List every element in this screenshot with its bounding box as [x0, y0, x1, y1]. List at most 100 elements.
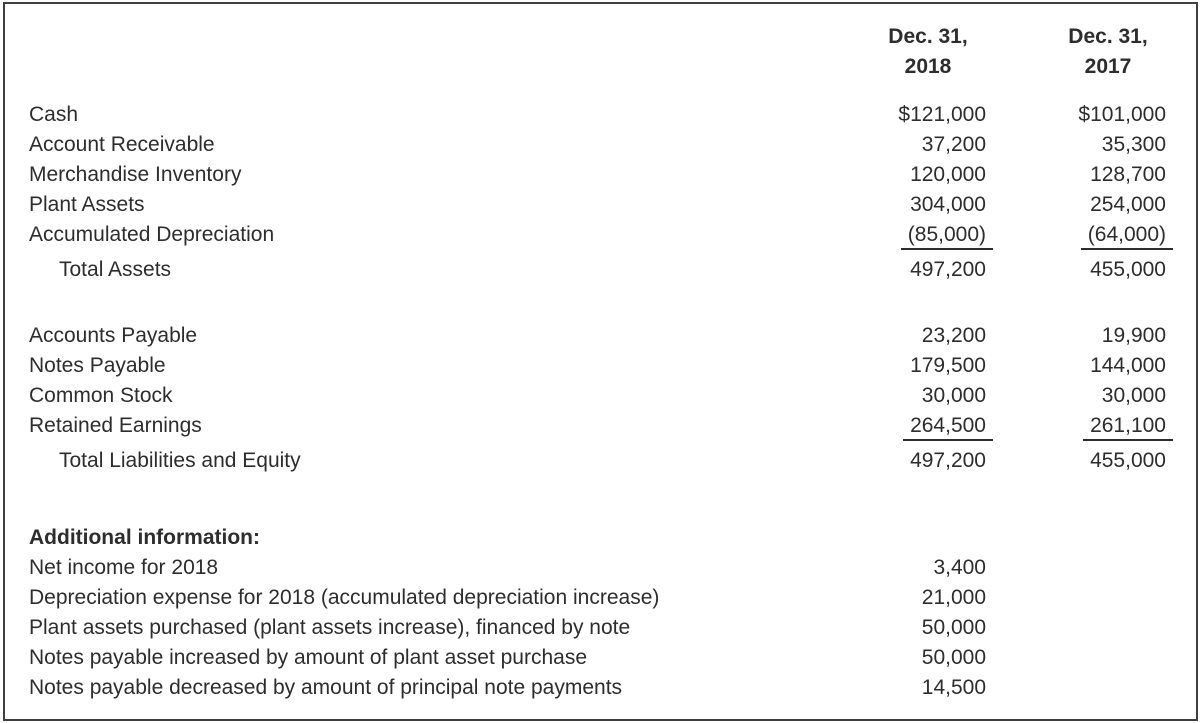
- value-2017-text: 455,000: [1090, 449, 1166, 472]
- value-2017-text: 455,000: [1090, 258, 1166, 281]
- value-2017-text: 19,900: [1101, 324, 1166, 347]
- value-2017-text: 261,100: [1083, 412, 1173, 441]
- value-2018-text: 264,500: [903, 412, 993, 441]
- info-value: 50,000: [863, 643, 993, 673]
- value-2018: (85,000): [863, 220, 993, 250]
- value-2018: 304,000: [863, 190, 993, 220]
- row-label: Total Liabilities and Equity: [59, 449, 301, 472]
- info-row-plant-assets-purchased: Plant assets purchased (plant assets inc…: [5, 613, 1196, 643]
- info-value: 21,000: [863, 583, 993, 613]
- info-value-text: 14,500: [921, 676, 986, 699]
- value-2018-text: 23,200: [921, 324, 986, 347]
- value-2018-text: (85,000): [900, 221, 993, 250]
- info-row-net-income: Net income for 2018 3,400: [5, 553, 1196, 583]
- table-row-merchandise-inventory: Merchandise Inventory 120,000 128,700: [5, 160, 1196, 190]
- column-header-2017-line1: Dec. 31,: [1068, 25, 1148, 48]
- value-2018-text: 497,200: [910, 258, 986, 281]
- value-2017: 35,300: [1043, 130, 1173, 160]
- value-2018: 264,500: [863, 411, 993, 441]
- table-row-cash: Cash $121,000 $101,000: [5, 100, 1196, 130]
- value-2018-text: 120,000: [910, 163, 986, 186]
- row-label: Retained Earnings: [29, 414, 202, 437]
- info-value: 14,500: [863, 673, 993, 703]
- value-2018-text: 37,200: [921, 133, 986, 156]
- value-2017: $101,000: [1043, 100, 1173, 130]
- value-2017-text: $101,000: [1078, 103, 1166, 126]
- value-2018-text: $121,000: [898, 103, 986, 126]
- spacer: [5, 285, 1196, 321]
- value-2017: 261,100: [1043, 411, 1173, 441]
- value-2018: 497,200: [863, 255, 993, 285]
- value-2018-text: 179,500: [910, 354, 986, 377]
- value-2017: 128,700: [1043, 160, 1173, 190]
- table-row-notes-payable: Notes Payable 179,500 144,000: [5, 351, 1196, 381]
- row-label: Notes payable increased by amount of pla…: [29, 646, 588, 669]
- info-row-notes-payable-increased: Notes payable increased by amount of pla…: [5, 643, 1196, 673]
- row-label: Total Assets: [59, 258, 172, 281]
- row-label: Common Stock: [29, 384, 173, 407]
- column-header-2018: Dec. 31, 2018: [863, 22, 993, 82]
- value-2018: 37,200: [863, 130, 993, 160]
- table-row-accumulated-depreciation: Accumulated Depreciation (85,000) (64,00…: [5, 220, 1196, 250]
- value-2018: 30,000: [863, 381, 993, 411]
- info-row-notes-payable-decreased: Notes payable decreased by amount of pri…: [5, 673, 1196, 703]
- table-row-accounts-payable: Accounts Payable 23,200 19,900: [5, 321, 1196, 351]
- info-value-text: 21,000: [921, 586, 986, 609]
- additional-info-heading-row: Additional information:: [5, 523, 1196, 553]
- value-2018: 179,500: [863, 351, 993, 381]
- info-value: 3,400: [863, 553, 993, 583]
- value-2017: 254,000: [1043, 190, 1173, 220]
- row-label: Plant Assets: [29, 193, 145, 216]
- value-2017: 144,000: [1043, 351, 1173, 381]
- spacer: [5, 82, 1196, 100]
- value-2017-text: 35,300: [1101, 133, 1166, 156]
- value-2018-text: 497,200: [910, 449, 986, 472]
- value-2018: $121,000: [863, 100, 993, 130]
- column-header-2018-line2: 2018: [904, 55, 952, 78]
- info-value-text: 3,400: [933, 556, 986, 579]
- table-row-total-assets: Total Assets 497,200 455,000: [5, 250, 1196, 285]
- table-row-total-liabilities-equity: Total Liabilities and Equity 497,200 455…: [5, 441, 1196, 476]
- value-2018-text: 304,000: [910, 193, 986, 216]
- row-label: Notes Payable: [29, 354, 166, 377]
- column-header-2017-line2: 2017: [1084, 55, 1132, 78]
- table-row-common-stock: Common Stock 30,000 30,000: [5, 381, 1196, 411]
- spacer: [5, 476, 1196, 523]
- value-2018: 497,200: [863, 446, 993, 476]
- value-2018: 120,000: [863, 160, 993, 190]
- info-value-text: 50,000: [921, 646, 986, 669]
- row-label: Net income for 2018: [29, 556, 219, 579]
- row-label: Notes payable decreased by amount of pri…: [29, 676, 623, 699]
- value-2017-text: 30,000: [1101, 384, 1166, 407]
- value-2017: 30,000: [1043, 381, 1173, 411]
- value-2017-text: 144,000: [1090, 354, 1166, 377]
- table-row-plant-assets: Plant Assets 304,000 254,000: [5, 190, 1196, 220]
- column-header-2018-line1: Dec. 31,: [888, 25, 968, 48]
- value-2018: 23,200: [863, 321, 993, 351]
- column-header-2017: Dec. 31, 2017: [1043, 22, 1173, 82]
- additional-info-heading: Additional information:: [29, 526, 260, 549]
- info-value-text: 50,000: [921, 616, 986, 639]
- value-2017-text: 128,700: [1090, 163, 1166, 186]
- value-2017: (64,000): [1043, 220, 1173, 250]
- value-2017: 19,900: [1043, 321, 1173, 351]
- row-label: Cash: [29, 103, 79, 126]
- row-label: Accumulated Depreciation: [29, 223, 275, 246]
- row-label: Account Receivable: [29, 133, 215, 156]
- row-label: Plant assets purchased (plant assets inc…: [29, 616, 631, 639]
- column-header-row: Dec. 31, 2018 Dec. 31, 2017: [5, 22, 1196, 82]
- row-label: Depreciation expense for 2018 (accumulat…: [29, 586, 660, 609]
- table-border-frame: Dec. 31, 2018 Dec. 31, 2017 Cash $121,00…: [3, 2, 1198, 721]
- value-2017-text: 254,000: [1090, 193, 1166, 216]
- row-label: Accounts Payable: [29, 324, 198, 347]
- table-row-account-receivable: Account Receivable 37,200 35,300: [5, 130, 1196, 160]
- value-2017: 455,000: [1043, 446, 1173, 476]
- info-value: 50,000: [863, 613, 993, 643]
- table-row-retained-earnings: Retained Earnings 264,500 261,100: [5, 411, 1196, 441]
- value-2018-text: 30,000: [921, 384, 986, 407]
- value-2017-text: (64,000): [1080, 221, 1173, 250]
- row-label: Merchandise Inventory: [29, 163, 242, 186]
- value-2017: 455,000: [1043, 255, 1173, 285]
- info-row-depreciation-expense: Depreciation expense for 2018 (accumulat…: [5, 583, 1196, 613]
